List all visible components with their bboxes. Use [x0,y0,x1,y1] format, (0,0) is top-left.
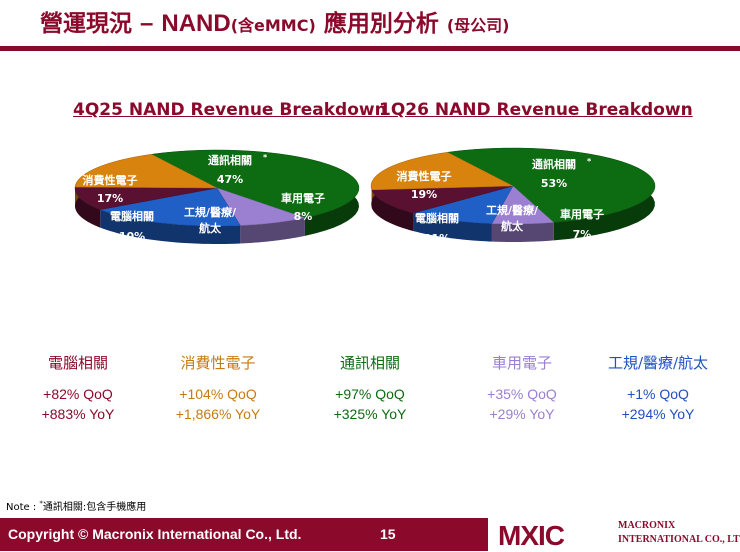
pie-slice [412,185,514,224]
growth-qoq: +1% QoQ [627,386,689,402]
pie-slice [99,187,241,227]
pie-slice-value: 53% [541,177,567,190]
pie-slice-label: 車用電子 [281,191,325,205]
pie-slice-label: 航太 [501,219,524,233]
title-paren: (含eMMC) [230,16,316,35]
pie-slice-value: 17% [97,192,123,205]
pie-slice-label: 消費性電子 [397,169,452,183]
growth-category: 通訊相關 [339,354,400,372]
title-dash: – [140,10,154,37]
title-note: (母公司) [446,16,510,35]
pie-slice-value: 7% [573,228,592,241]
pie-slice-label: 航太 [199,221,222,235]
growth-yoy: +325% YoY [333,406,407,422]
pie-slice [150,149,360,219]
pie-slice-side [75,187,101,228]
growth-yoy: +29% YoY [489,406,555,422]
chart-title-1q26: 1Q26 NAND Revenue Breakdown [379,100,693,120]
pie-slice-value: 18% [197,244,223,257]
pie-chart-1q26: 通訊相關 * 53% 車用電子 7% 工規/醫療/航太 10% 電腦相關 11% 消費性電子 19% [370,147,656,255]
company-logo: MXIC [498,520,565,551]
growth-qoq: +97% QoQ [335,386,405,402]
pie-asterisk: * [263,153,268,162]
chart-title-4q25: 4Q25 NAND Revenue Breakdown [73,100,387,120]
note-asterisk: * [39,499,43,508]
company-line-1: MACRONIX [618,520,676,531]
pie-slice-label: 工規/醫療/ [184,205,237,219]
company-line-2: INTERNATIONAL CO., LTD. [618,534,740,545]
pie-slice-value: 19% [411,188,437,201]
pie-slice-side [371,189,414,232]
pie-slice-side [240,217,305,244]
pie-slice [371,185,514,214]
copyright: Copyright © Macronix International Co., … [8,526,302,542]
growth-category: 電腦相關 [47,354,108,372]
pie-slice-value: 10% [119,230,145,243]
pie-slice-label: 消費性電子 [83,173,138,187]
note-text: 通訊相關:包含手機應用 [42,502,147,513]
pie-slice-value: 11% [424,232,450,245]
growth-category: 車用電子 [491,354,552,372]
growth-yoy: +294% YoY [621,406,695,422]
pie-slice [370,152,514,191]
title-suffix: 應用別分析 [323,11,439,37]
growth-qoq: +82% QoQ [43,386,113,402]
footer-bar [0,518,488,551]
growth-category: 消費性電子 [180,354,256,372]
growth-qoq: +104% QoQ [179,386,257,402]
pie-slice-label: 通訊相關 [208,153,252,167]
pie-slice-label: 電腦相關 [110,209,154,223]
pie-slice-side [413,213,492,242]
footer: Copyright © Macronix International Co., … [0,518,740,551]
footnote: Note : *通訊相關:包含手機應用 [6,498,146,513]
pie-slice [446,147,656,223]
title-cn: 營運現況 [40,11,132,37]
pie-slice-value: 47% [217,173,243,186]
pie-slice [74,154,218,189]
pie-slice-label: 電腦相關 [415,211,459,225]
page-number: 15 [380,526,396,542]
company-name: MACRONIX INTERNATIONAL CO., LTD. [618,519,740,547]
page-title: 營運現況 – NAND(含eMMC) 應用別分析 (母公司) [40,4,509,38]
pie-slice-side [491,222,554,242]
pie-slice-label: 通訊相關 [532,157,576,171]
growth-qoq: +35% QoQ [487,386,557,402]
growth-yoy: +883% YoY [41,406,115,422]
pie-chart-4q25: 通訊相關 * 47% 車用電子 8% 工規/醫療/航太 18% 電腦相關 10% 消費性電子 17% [74,149,360,257]
growth-category: 工規/醫療/航太 [607,354,709,372]
pie-asterisk: * [587,157,592,166]
pie-slice [74,186,218,210]
title-divider [0,46,740,51]
pie-slice-label: 車用電子 [560,207,604,221]
pie-slice-side [100,209,241,244]
pie-slice-value: 10% [499,242,525,255]
title-en: NAND [161,10,231,37]
pie-slice-value: 8% [294,210,313,223]
growth-yoy: +1,866% YoY [175,406,261,422]
pie-slice-label: 工規/醫療/ [486,203,539,217]
note-prefix: Note : [6,502,37,513]
